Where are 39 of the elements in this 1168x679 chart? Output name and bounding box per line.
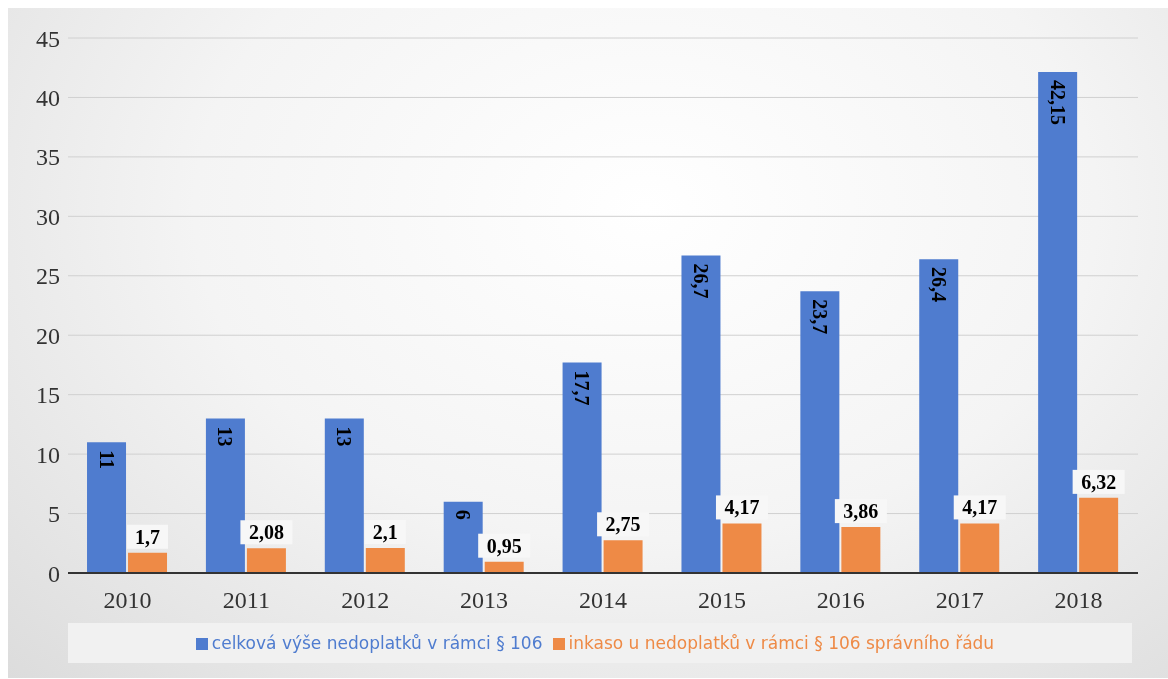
data-label: 2,1 (372, 521, 398, 544)
y-tick-label: 25 (36, 263, 60, 290)
y-tick-label: 40 (36, 84, 60, 111)
x-tick-label: 2017 (935, 587, 984, 614)
data-label: 11 (95, 450, 118, 470)
data-label: 6,32 (1081, 470, 1117, 493)
y-tick-label: 20 (36, 322, 60, 349)
data-label: 26,4 (927, 267, 950, 303)
legend-label: celková výše nedoplatků v rámci § 106 (211, 633, 543, 653)
y-tick-label: 15 (36, 382, 60, 409)
y-tick-label: 0 (48, 560, 60, 587)
data-label: 17,7 (571, 370, 594, 406)
legend-label: inkaso u nedoplatků v rámci § 106 správního řádu (568, 633, 995, 653)
y-tick-label: 30 (36, 203, 60, 230)
data-label: 3,86 (843, 500, 879, 523)
data-label: 6 (452, 509, 475, 520)
x-tick-label: 2013 (460, 587, 509, 614)
y-tick-label: 5 (48, 501, 60, 528)
data-label: 13 (333, 426, 356, 447)
y-tick-label: 45 (36, 25, 60, 52)
data-label: 2,08 (248, 521, 284, 544)
x-tick-label: 2016 (816, 587, 865, 614)
data-label: 4,17 (962, 496, 998, 519)
x-tick-label: 2011 (222, 587, 270, 614)
x-tick-label: 2015 (697, 587, 746, 614)
y-tick-label: 35 (36, 144, 60, 171)
x-tick-label: 2010 (103, 587, 152, 614)
data-label: 13 (214, 426, 237, 447)
data-label: 26,7 (689, 263, 712, 299)
data-label: 23,7 (808, 299, 831, 335)
data-label: 0,95 (486, 534, 522, 557)
x-tick-label: 2018 (1054, 587, 1103, 614)
data-label: 2,75 (605, 513, 641, 536)
x-tick-label: 2014 (579, 587, 627, 614)
data-label: 42,15 (1046, 79, 1069, 125)
data-label: 1,7 (135, 525, 161, 548)
x-tick-label: 2012 (341, 587, 390, 614)
data-label: 4,17 (724, 496, 760, 519)
y-tick-label: 10 (36, 441, 60, 468)
